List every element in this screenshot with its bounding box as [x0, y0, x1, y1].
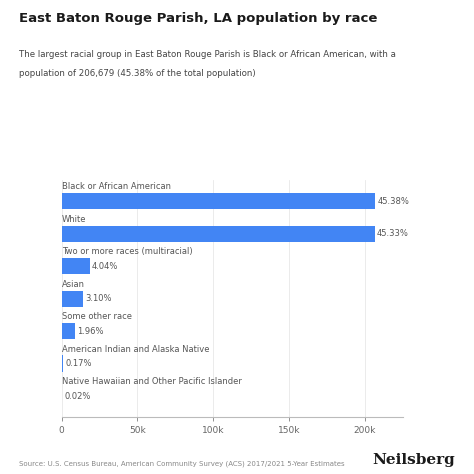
Text: 45.38%: 45.38%	[377, 197, 409, 206]
Text: Source: U.S. Census Bureau, American Community Survey (ACS) 2017/2021 5-Year Est: Source: U.S. Census Bureau, American Com…	[19, 460, 345, 467]
Bar	[62, 226, 375, 242]
Text: The largest racial group in East Baton Rouge Parish is Black or African American: The largest racial group in East Baton R…	[19, 50, 396, 59]
Text: 0.17%: 0.17%	[65, 359, 91, 368]
Text: Neilsberg: Neilsberg	[372, 453, 455, 467]
Bar	[62, 356, 63, 372]
Text: population of 206,679 (45.38% of the total population): population of 206,679 (45.38% of the tot…	[19, 69, 255, 78]
Text: Some other race: Some other race	[62, 312, 132, 321]
Text: East Baton Rouge Parish, LA population by race: East Baton Rouge Parish, LA population b…	[19, 12, 377, 25]
Text: Two or more races (multiracial): Two or more races (multiracial)	[62, 247, 192, 256]
Bar	[62, 258, 90, 274]
Text: Black or African American: Black or African American	[62, 182, 171, 191]
Text: 45.33%: 45.33%	[377, 229, 409, 238]
Text: 0.02%: 0.02%	[64, 392, 91, 401]
Text: Asian: Asian	[62, 280, 85, 289]
Text: 3.10%: 3.10%	[85, 294, 112, 303]
Bar	[62, 323, 75, 339]
Text: White: White	[62, 215, 86, 224]
Bar	[62, 291, 83, 307]
Text: Native Hawaiian and Other Pacific Islander: Native Hawaiian and Other Pacific Island…	[62, 377, 241, 386]
Text: American Indian and Alaska Native: American Indian and Alaska Native	[62, 345, 209, 354]
Text: 1.96%: 1.96%	[77, 327, 104, 336]
Bar	[62, 193, 375, 210]
Text: 4.04%: 4.04%	[92, 262, 118, 271]
